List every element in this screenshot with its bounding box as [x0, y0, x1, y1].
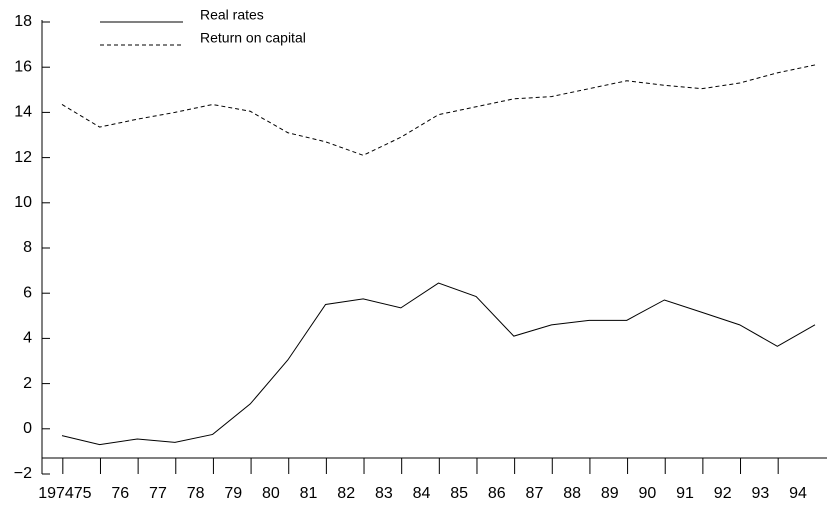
x-tick-label: 81 — [300, 485, 318, 502]
x-tick-label: 77 — [149, 485, 167, 502]
x-tick-label: 78 — [187, 485, 205, 502]
x-tick-label: 85 — [450, 485, 468, 502]
series-line — [61, 64, 816, 156]
x-tick-label: 87 — [526, 485, 544, 502]
x-tick-label: 82 — [337, 485, 355, 502]
y-tick-label: 12 — [14, 149, 32, 166]
x-tick-label: 76 — [111, 485, 129, 502]
legend-label: Real rates — [200, 7, 264, 23]
x-tick-label: 90 — [639, 485, 657, 502]
series-line — [61, 282, 816, 446]
x-tick-label: 86 — [488, 485, 506, 502]
y-tick-label: −2 — [14, 465, 32, 482]
x-tick-label: 84 — [413, 485, 431, 502]
x-tick-label: 1974 — [38, 485, 74, 502]
y-tick-label: 2 — [23, 375, 32, 392]
y-tick-label: 4 — [23, 330, 32, 347]
x-tick-label: 93 — [751, 485, 769, 502]
y-tick-label: 18 — [14, 13, 32, 30]
legend-label: Return on capital — [200, 30, 306, 46]
y-tick-label: 10 — [14, 194, 32, 211]
x-tick-label: 91 — [676, 485, 694, 502]
x-tick-label: 75 — [74, 485, 92, 502]
x-tick-label: 79 — [224, 485, 242, 502]
x-tick-label: 83 — [375, 485, 393, 502]
x-tick-label: 94 — [789, 485, 807, 502]
x-tick-label: 88 — [563, 485, 581, 502]
y-tick-label: 8 — [23, 239, 32, 256]
x-tick-label: 80 — [262, 485, 280, 502]
x-tick-label: 89 — [601, 485, 619, 502]
x-tick-label: 92 — [714, 485, 732, 502]
y-tick-label: 16 — [14, 58, 32, 75]
y-tick-label: 6 — [23, 284, 32, 301]
y-tick-label: 14 — [14, 104, 32, 121]
y-tick-label: 0 — [23, 420, 32, 437]
